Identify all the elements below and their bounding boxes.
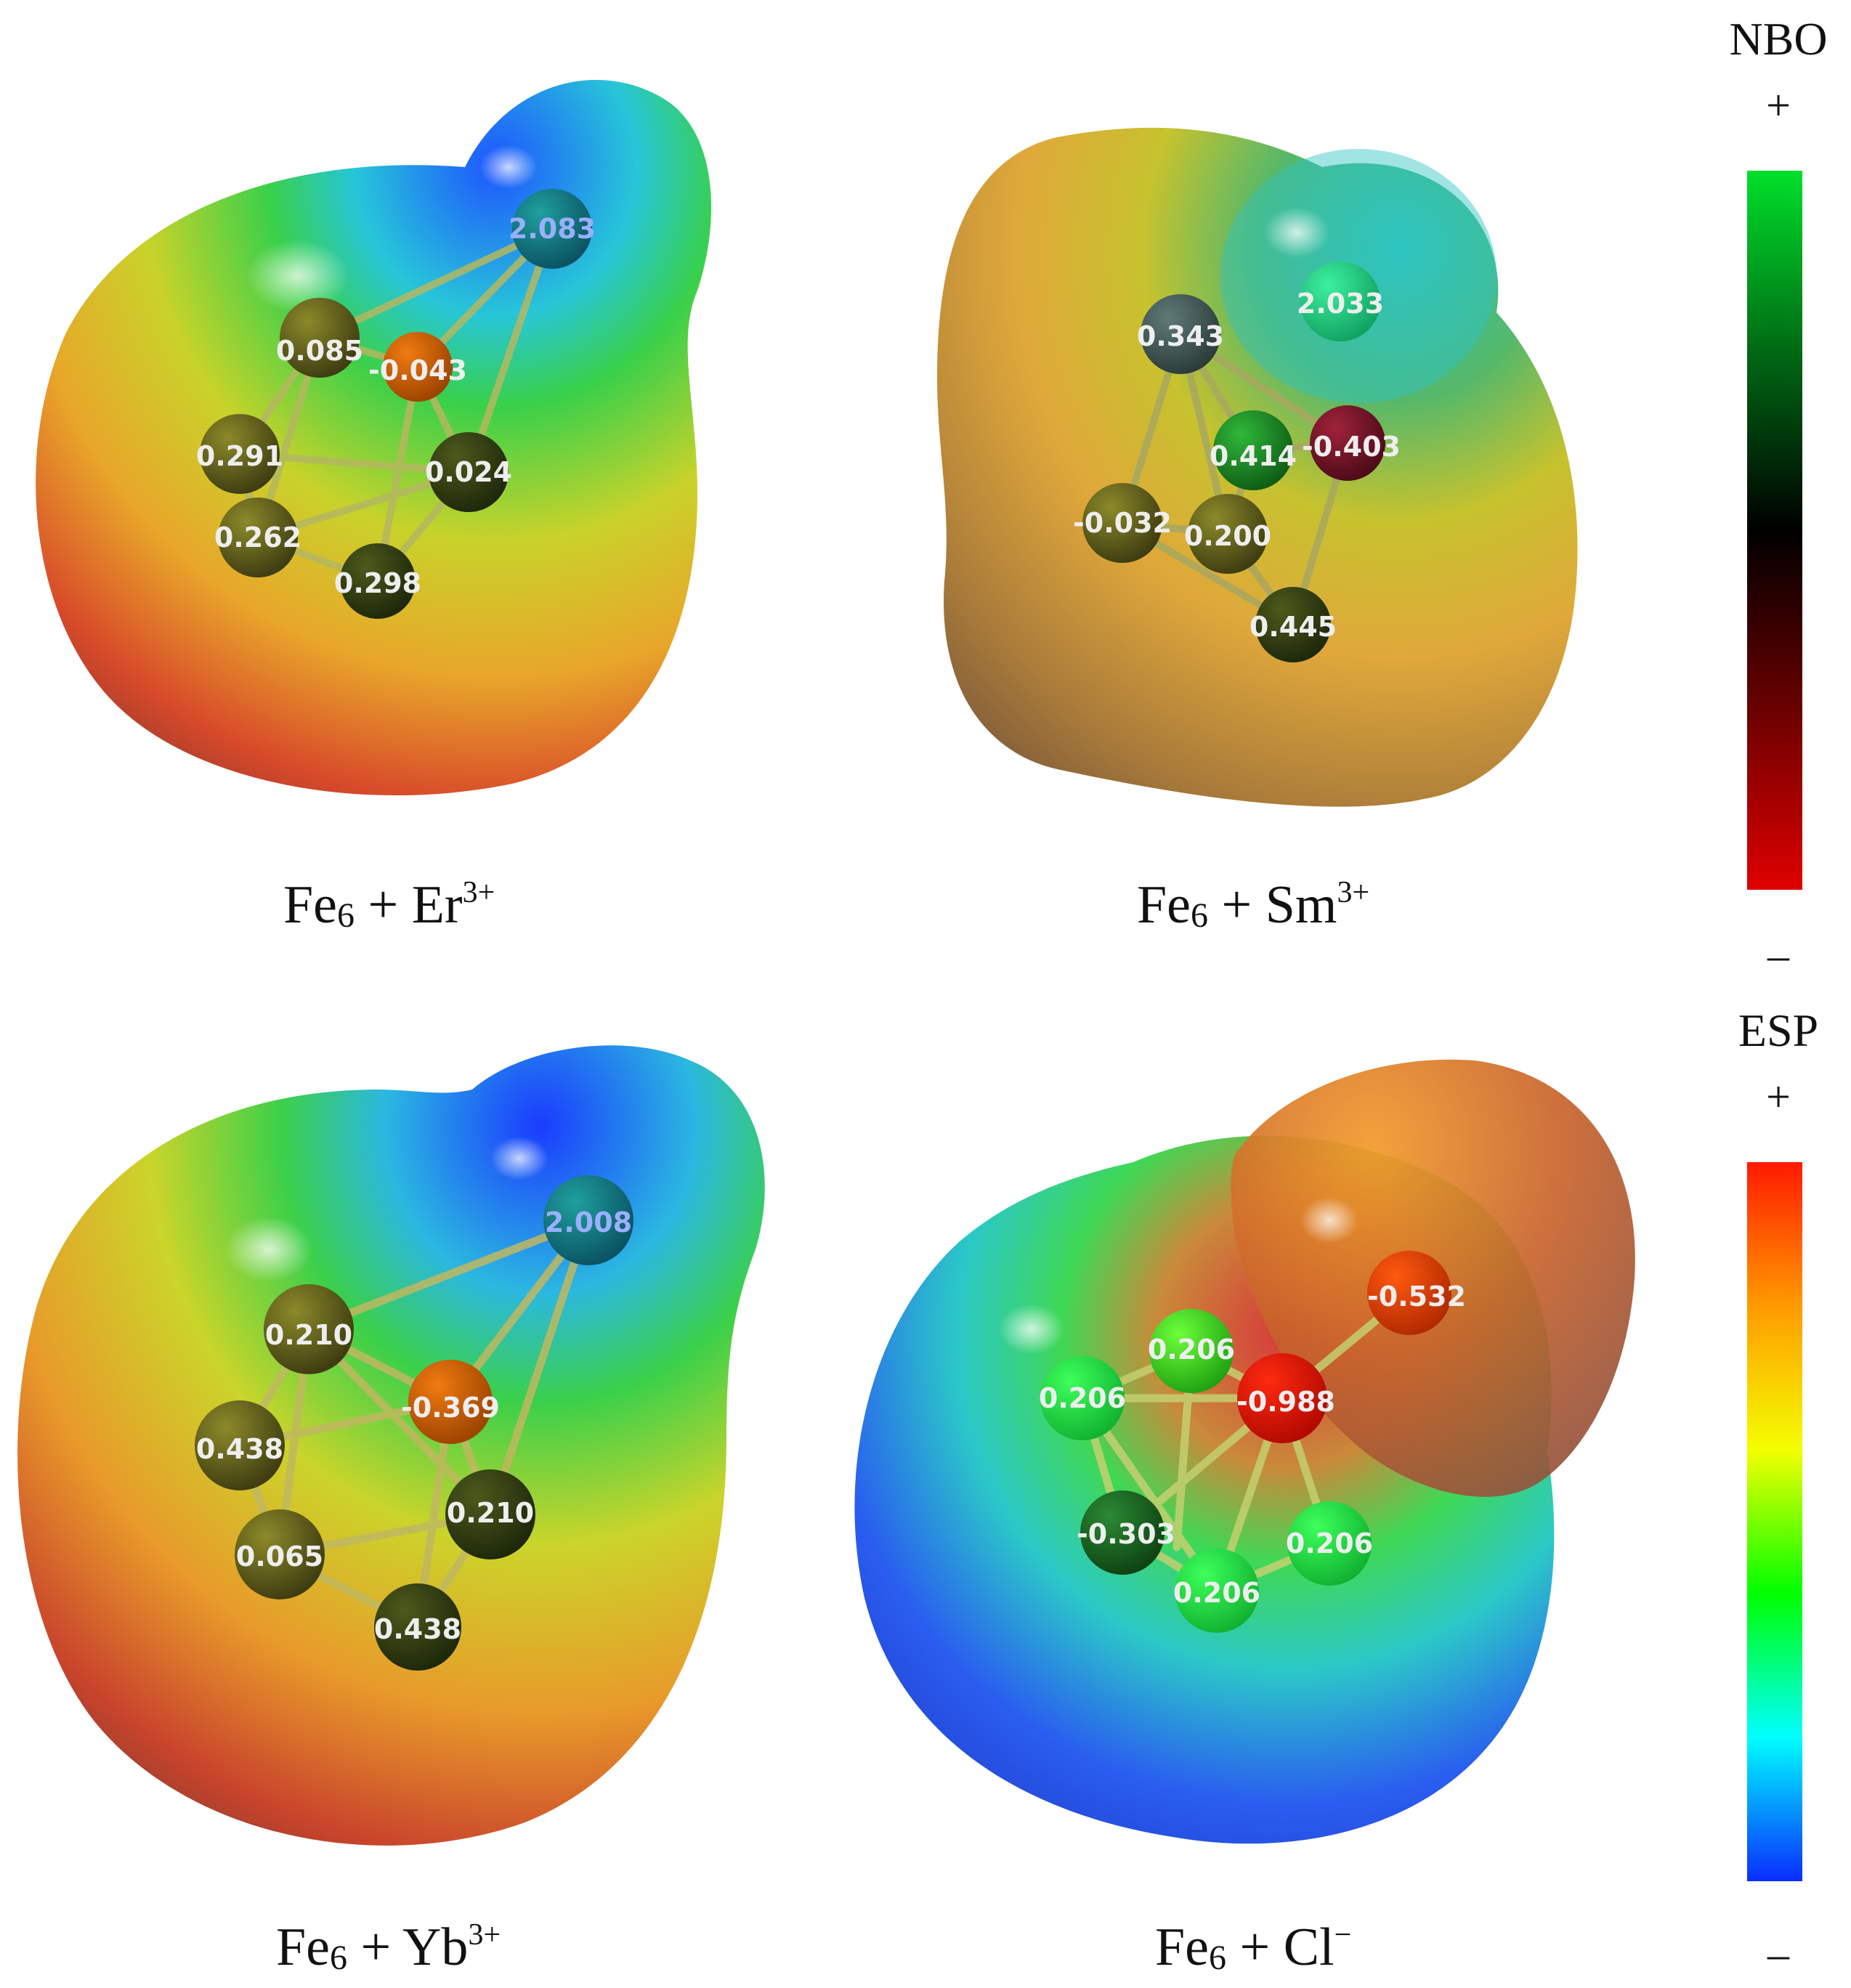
atom-fe [408, 1360, 493, 1444]
atom-label: 0.206 [1039, 1382, 1126, 1414]
atom-label: 0.262 [214, 522, 301, 553]
atom-fe [1040, 1356, 1125, 1440]
atom-fe [218, 498, 298, 577]
atom-fe [1237, 1353, 1327, 1443]
nbo-color-bar [1747, 171, 1802, 890]
surface-highlight [1300, 1197, 1358, 1243]
atom-label: -0.369 [401, 1392, 500, 1424]
atom-label: 0.343 [1137, 320, 1224, 352]
atom-label: -0.303 [1077, 1518, 1175, 1550]
atom-fe [1082, 483, 1162, 563]
panel-sm: 2.033 0.343 0.414 -0.403 -0.032 0.200 0.… [937, 127, 1578, 935]
atom-label-ion: 2.083 [509, 213, 596, 245]
surface-highlight [1264, 207, 1329, 258]
esp-scale: ESP + – [1738, 1005, 1818, 1978]
atom-fe [1188, 494, 1268, 574]
esp-color-bar [1747, 1162, 1802, 1881]
atom-label: 0.206 [1148, 1334, 1235, 1366]
atom-fe [340, 543, 416, 619]
surface-highlight [479, 145, 538, 189]
atom-fe [383, 332, 453, 402]
atom-fe [200, 414, 280, 494]
esp-surface [36, 80, 712, 795]
panel-caption: Fe6 + Yb3+ [276, 1918, 501, 1977]
atom-label: 0.414 [1210, 440, 1297, 472]
atom-fe [264, 1284, 354, 1374]
surface-highlight [247, 240, 349, 312]
atom-label: -0.988 [1236, 1386, 1335, 1418]
atom-label: 0.210 [447, 1497, 534, 1529]
esp-surface [17, 1045, 765, 1846]
panel-caption: Fe6 + Sm3+ [1137, 875, 1369, 935]
atom-label: -0.403 [1302, 431, 1401, 463]
atom-fe [429, 432, 509, 512]
atom-fe [374, 1583, 461, 1671]
esp-minus: – [1767, 1930, 1790, 1978]
atom-fe [1255, 587, 1331, 662]
panel-er: 2.083 0.085 -0.043 0.291 0.024 0.262 0.2… [36, 80, 712, 935]
atom-fe [235, 1509, 325, 1599]
atom-label: 0.445 [1249, 611, 1337, 643]
atom-label: 0.206 [1286, 1527, 1373, 1559]
atom-ion [1367, 1251, 1451, 1335]
atom-fe [1080, 1490, 1165, 1575]
atom-fe [195, 1400, 285, 1490]
nbo-minus: – [1767, 931, 1790, 979]
atom-label: 0.291 [196, 440, 283, 472]
atom-fe [445, 1469, 535, 1559]
atom-ion [543, 1175, 633, 1265]
atom-fe [1310, 405, 1385, 481]
atom-label: -0.043 [368, 354, 467, 386]
atom-fe [1175, 1549, 1259, 1633]
nbo-title: NBO [1729, 13, 1827, 65]
atom-ion [512, 189, 592, 269]
nbo-plus: + [1766, 81, 1791, 129]
atom-label-ion: 2.033 [1297, 288, 1384, 320]
atom-label: 0.206 [1173, 1577, 1260, 1609]
atom-label: -0.032 [1073, 507, 1172, 539]
atom-label: 0.438 [196, 1433, 283, 1465]
atom-fe [1141, 294, 1220, 374]
panel-yb: 2.008 0.210 -0.369 0.438 0.210 0.065 0.4… [17, 1045, 765, 1977]
atom-label-ion: 2.008 [545, 1206, 632, 1238]
atom-label: 0.065 [236, 1541, 323, 1573]
atom-label: 0.438 [374, 1613, 461, 1645]
atom-fe [280, 298, 360, 378]
atom-label: 0.210 [265, 1319, 352, 1351]
surface-highlight [225, 1217, 312, 1282]
panel-cl: -0.532 0.206 0.206 -0.988 -0.303 0.206 0… [854, 1059, 1635, 1977]
panel-caption: Fe6 + Cl− [1155, 1918, 1351, 1977]
esp-title: ESP [1738, 1005, 1818, 1056]
nbo-scale: NBO + – [1729, 13, 1827, 979]
surface-highlight [490, 1137, 548, 1180]
panel-caption: Fe6 + Er3+ [283, 875, 495, 935]
atom-label: 0.085 [276, 335, 363, 367]
atom-label: 0.024 [425, 456, 512, 488]
atom-label-ion: -0.532 [1367, 1281, 1466, 1313]
atom-fe [1213, 410, 1293, 490]
surface-highlight [999, 1304, 1064, 1355]
atom-label: 0.298 [334, 567, 421, 599]
atom-fe [1287, 1501, 1372, 1586]
esp-plus: + [1766, 1073, 1791, 1121]
atom-fe [1149, 1309, 1234, 1393]
atom-ion [1300, 261, 1380, 341]
atom-label: 0.200 [1184, 520, 1271, 552]
